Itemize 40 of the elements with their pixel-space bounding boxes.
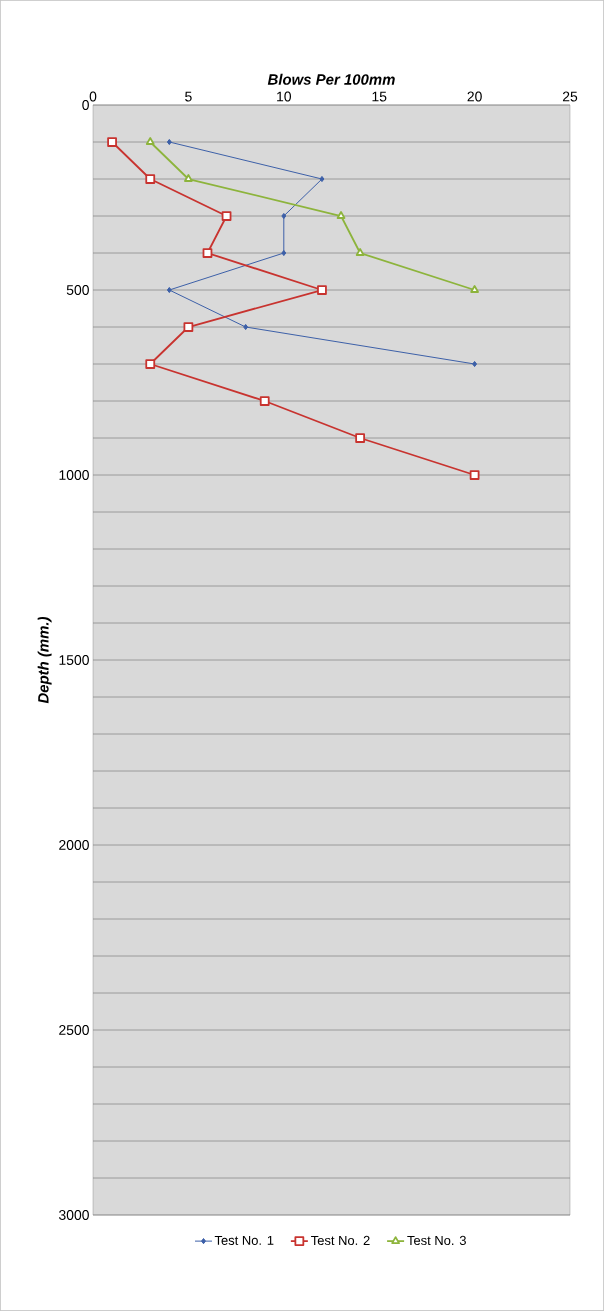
point <box>355 248 365 256</box>
point <box>166 138 172 146</box>
point <box>202 248 213 258</box>
point <box>336 211 346 219</box>
x-axis-title: Blows Per 100mm <box>267 73 395 85</box>
point <box>472 360 478 368</box>
point <box>259 396 270 406</box>
point <box>145 137 155 145</box>
y-tick-label: 2000 <box>59 840 89 850</box>
x-tick-label: 5 <box>185 91 192 102</box>
x-tick-label: 10 <box>277 91 292 102</box>
point <box>166 286 172 294</box>
x-tick-label: 20 <box>467 91 482 102</box>
point <box>281 212 287 220</box>
point <box>107 137 117 147</box>
point <box>184 174 193 182</box>
point <box>183 322 194 332</box>
point <box>317 285 327 295</box>
point <box>145 359 156 369</box>
y-tick-label: 0 <box>82 100 89 110</box>
y-tick-label: 500 <box>66 285 89 295</box>
point <box>319 175 325 183</box>
point <box>243 323 249 331</box>
x-tick-label: 15 <box>372 91 387 102</box>
point <box>221 211 232 221</box>
x-tick-label: 25 <box>562 91 578 102</box>
y-axis-title: Depth (mm.) <box>37 616 52 704</box>
y-tick-label: 3000 <box>58 1210 89 1220</box>
point <box>145 174 156 184</box>
x-tick-label: 0 <box>89 91 97 102</box>
y-tick-label: 1000 <box>59 470 89 480</box>
legend-label: Test No. 1 <box>214 1235 274 1245</box>
point <box>470 285 479 293</box>
legend-label: Test No. 3 <box>407 1235 466 1246</box>
y-tick-label: 1500 <box>59 655 89 665</box>
y-tick-label: 2500 <box>59 1025 89 1035</box>
point <box>281 249 287 257</box>
point <box>469 470 480 480</box>
point <box>355 433 366 443</box>
legend-label: Test No. 2 <box>311 1235 370 1246</box>
